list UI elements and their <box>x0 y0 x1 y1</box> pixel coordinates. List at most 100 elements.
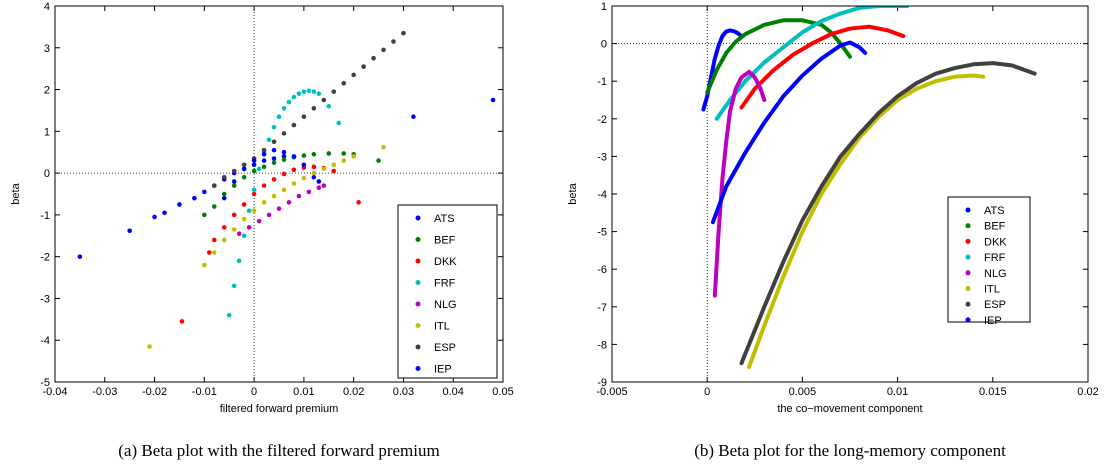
point <box>271 139 277 145</box>
x-tick-label: 0.01 <box>887 386 908 398</box>
point <box>271 147 277 153</box>
y-tick-label: -7 <box>597 302 607 314</box>
legend-swatch <box>965 286 971 291</box>
legend-label: ATS <box>984 205 1005 217</box>
caption: (b) Beta plot for the long-memory compon… <box>694 441 1006 460</box>
legend: ATS BEF DKK FRF NLG ITL ESP IEP <box>397 204 498 379</box>
legend-swatch <box>415 366 421 371</box>
legend-box <box>947 196 1031 323</box>
point <box>266 137 272 142</box>
caption: (a) Beta plot with the filtered forward … <box>118 441 439 460</box>
point <box>361 64 366 69</box>
point <box>261 152 267 157</box>
legend-label: ESP <box>434 342 456 354</box>
legend-label: ITL <box>434 321 450 333</box>
point <box>381 144 386 150</box>
point <box>296 193 302 199</box>
point <box>251 162 257 168</box>
point <box>251 158 257 163</box>
point <box>231 168 237 174</box>
legend-swatch <box>415 280 421 285</box>
point <box>316 179 322 184</box>
point <box>291 181 297 186</box>
x-tick-label: -0.01 <box>192 386 217 398</box>
point <box>221 237 227 243</box>
point <box>336 120 342 126</box>
plot-frame <box>54 5 504 383</box>
y-tick-label: -2 <box>597 114 607 126</box>
point <box>246 208 252 214</box>
point <box>271 160 277 165</box>
point <box>251 208 257 214</box>
legend: ATS BEF DKK FRF NLG ITL ESP IEP <box>947 196 1031 327</box>
point <box>301 175 307 181</box>
point <box>351 72 356 78</box>
point <box>306 189 312 195</box>
point <box>296 91 302 97</box>
point <box>356 200 361 205</box>
point <box>221 225 227 230</box>
point <box>271 124 277 130</box>
point <box>261 164 267 170</box>
legend-label: ESP <box>984 299 1006 311</box>
x-tick-label: 0.02 <box>343 386 364 398</box>
y-tick-label: -3 <box>40 293 50 305</box>
point <box>276 114 282 120</box>
legend-swatch <box>965 270 971 276</box>
series-line <box>739 61 1037 366</box>
point <box>251 187 257 193</box>
point <box>321 97 327 103</box>
point <box>202 212 207 218</box>
point <box>221 174 227 180</box>
point <box>311 152 317 157</box>
legend-label: BEF <box>434 235 456 247</box>
point <box>301 114 307 120</box>
point <box>192 195 197 201</box>
legend-label: ATS <box>434 213 455 225</box>
point <box>381 47 386 53</box>
x-tick-label: 0.02 <box>1077 386 1098 398</box>
y-tick-label: -1 <box>40 210 50 222</box>
point <box>316 185 322 191</box>
point <box>341 151 347 156</box>
point <box>241 166 247 172</box>
point <box>281 187 287 193</box>
point <box>271 193 277 199</box>
x-tick-label: -0.04 <box>42 386 67 398</box>
legend-label: IEP <box>434 364 452 376</box>
y-tick-label: -6 <box>597 264 607 276</box>
point <box>281 171 287 177</box>
point <box>281 106 287 111</box>
x-tick-label: 0.05 <box>492 386 513 398</box>
point <box>376 158 381 163</box>
point <box>331 162 337 168</box>
point <box>261 158 267 163</box>
point <box>306 88 312 94</box>
marks <box>701 6 1037 369</box>
y-tick-label: -5 <box>40 377 50 389</box>
marks <box>77 30 496 349</box>
y-tick-label: -5 <box>597 227 607 239</box>
x-tick-label: 0.04 <box>443 386 464 398</box>
point <box>202 262 207 268</box>
point <box>147 344 152 349</box>
legend-swatch <box>965 317 971 323</box>
y-tick-label: 1 <box>601 1 607 13</box>
y-tick-label: -4 <box>597 189 607 201</box>
point <box>261 200 267 205</box>
chart-panel: -0.005 0 0.005 0.01 0.015 0.02 -9 -8 -7 -6 -5 -4 -3 -… <box>567 1 1099 460</box>
point <box>211 183 217 188</box>
point <box>371 55 376 61</box>
point <box>311 164 317 170</box>
legend-swatch <box>415 258 421 264</box>
point <box>221 191 227 197</box>
point <box>231 179 237 184</box>
point <box>331 168 337 174</box>
point <box>291 154 297 159</box>
point <box>291 122 297 128</box>
y-tick-label: -8 <box>597 339 607 351</box>
y-tick-label: -3 <box>597 151 607 163</box>
point <box>211 237 217 243</box>
x-axis-label: the co−movement component <box>777 403 922 415</box>
y-tick-label: -9 <box>597 377 607 389</box>
